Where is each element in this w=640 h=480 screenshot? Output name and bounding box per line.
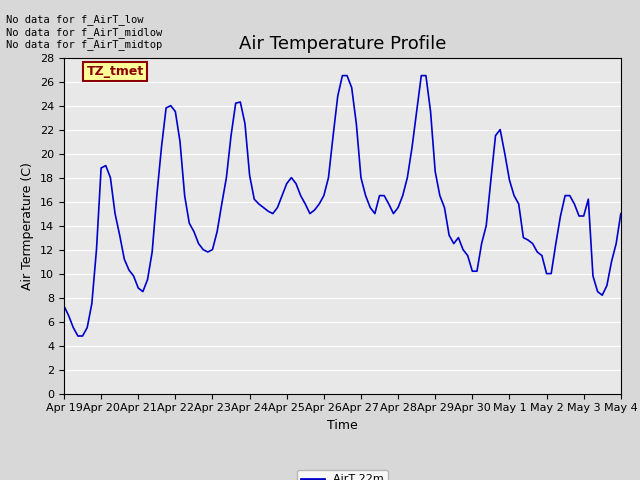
Y-axis label: Air Termperature (C): Air Termperature (C) [22, 162, 35, 289]
X-axis label: Time: Time [327, 419, 358, 432]
Text: TZ_tmet: TZ_tmet [86, 65, 143, 78]
Text: No data for f_AirT_low
No data for f_AirT_midlow
No data for f_AirT_midtop: No data for f_AirT_low No data for f_Air… [6, 14, 163, 50]
Legend: AirT 22m: AirT 22m [297, 470, 388, 480]
Title: Air Temperature Profile: Air Temperature Profile [239, 35, 446, 53]
